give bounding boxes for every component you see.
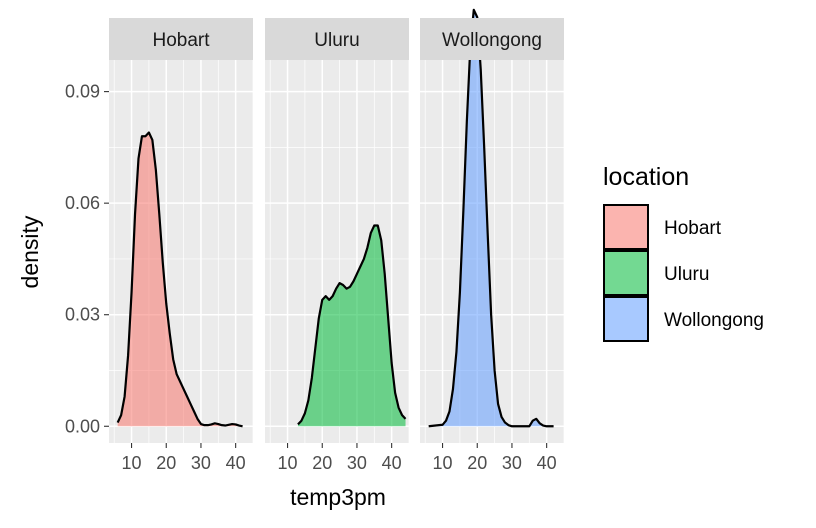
facet-panel-uluru: Uluru [265, 18, 410, 443]
x-tick-label: 30 [502, 453, 522, 473]
legend-title: location [603, 163, 689, 191]
density-line-uluru [297, 224, 407, 426]
legend-key [603, 204, 649, 250]
x-tick-label: 30 [347, 453, 367, 473]
density-area-uluru [297, 225, 406, 427]
x-axis: 10 20 30 40 10 20 30 40 10 20 30 40 [122, 443, 557, 473]
x-tick-label: 10 [122, 453, 142, 473]
facet-strip-label: Wollongong [442, 30, 542, 51]
density-area-hobart [117, 132, 243, 427]
legend-label: Uluru [664, 264, 709, 285]
x-tick-label: 20 [156, 453, 176, 473]
legend-item-wollongong: Wollongong [603, 296, 764, 342]
x-tick-label: 10 [433, 453, 453, 473]
x-tick-label: 40 [382, 453, 402, 473]
density-area-wollongong [428, 9, 554, 427]
x-tick-label: 20 [467, 453, 487, 473]
facet-strip [265, 18, 409, 60]
facet-strip-label: Hobart [152, 30, 210, 51]
density-line-hobart [116, 131, 243, 428]
facet-panels: Hobart Uluru Wollongong [109, 8, 565, 443]
y-axis-title: density [17, 215, 43, 288]
legend-key [603, 250, 649, 296]
y-axis: 0.00 0.03 0.06 0.09 [65, 82, 109, 436]
facet-strip [420, 18, 564, 60]
y-tick-label: 0.00 [65, 416, 100, 436]
x-tick-label: 40 [537, 453, 557, 473]
legend-label: Wollongong [664, 310, 764, 331]
facet-panel-hobart: Hobart [109, 18, 254, 443]
density-line-wollongong [428, 8, 554, 428]
legend-item-uluru: Uluru [603, 250, 709, 296]
legend-item-hobart: Hobart [603, 204, 722, 250]
y-tick-label: 0.06 [65, 193, 100, 213]
x-tick-label: 10 [278, 453, 298, 473]
y-tick-label: 0.03 [65, 305, 100, 325]
legend-label: Hobart [664, 218, 722, 239]
facet-strip-label: Uluru [314, 30, 359, 51]
legend-key [603, 296, 649, 342]
x-axis-title: temp3pm [290, 484, 386, 510]
x-tick-label: 40 [226, 453, 246, 473]
y-tick-label: 0.09 [65, 82, 100, 102]
x-tick-label: 30 [191, 453, 211, 473]
facet-strip [109, 18, 253, 60]
x-tick-label: 20 [312, 453, 332, 473]
legend: location Hobart Uluru Wollongong [603, 163, 764, 342]
facet-panel-wollongong: Wollongong [420, 8, 565, 443]
